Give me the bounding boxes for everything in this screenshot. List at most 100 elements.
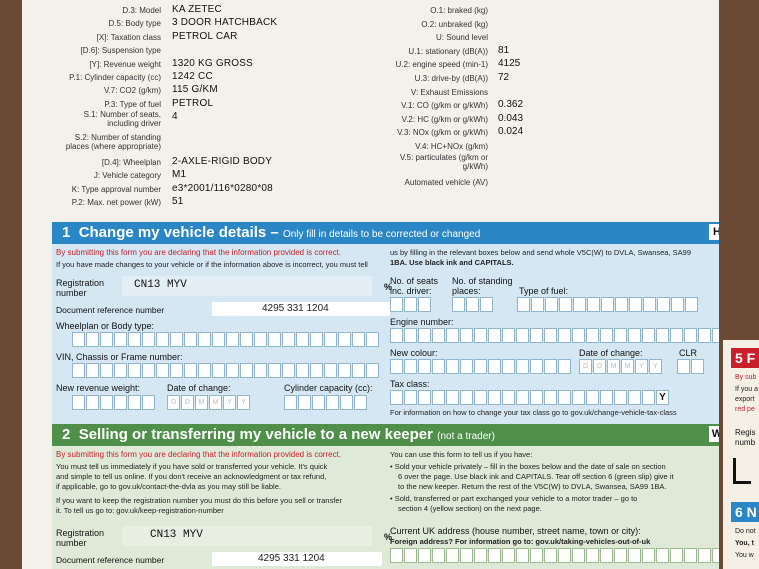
- char-box[interactable]: [452, 297, 465, 312]
- char-box[interactable]: [156, 332, 169, 347]
- char-box[interactable]: M: [209, 395, 222, 410]
- s2-reg-field[interactable]: CN13 MYV: [122, 526, 372, 546]
- char-box[interactable]: [100, 395, 113, 410]
- char-box[interactable]: [418, 548, 431, 563]
- char-box[interactable]: [72, 395, 85, 410]
- char-box[interactable]: [586, 390, 599, 405]
- char-box[interactable]: [324, 332, 337, 347]
- char-box[interactable]: [474, 328, 487, 343]
- char-box[interactable]: Y: [237, 395, 250, 410]
- char-box[interactable]: [600, 328, 613, 343]
- char-box[interactable]: [354, 395, 367, 410]
- char-box[interactable]: [642, 390, 655, 405]
- s1-reg-field[interactable]: CN13 MYV: [122, 276, 372, 296]
- char-box[interactable]: [643, 297, 656, 312]
- char-box[interactable]: [446, 390, 459, 405]
- char-box[interactable]: [268, 363, 281, 378]
- char-box[interactable]: [614, 328, 627, 343]
- char-box[interactable]: [310, 363, 323, 378]
- char-box[interactable]: [142, 395, 155, 410]
- char-box[interactable]: [544, 359, 557, 374]
- char-box[interactable]: [312, 395, 325, 410]
- char-box[interactable]: [558, 548, 571, 563]
- s1-colour-boxes[interactable]: [390, 359, 571, 374]
- char-box[interactable]: [352, 363, 365, 378]
- char-box[interactable]: [326, 395, 339, 410]
- char-box[interactable]: [240, 332, 253, 347]
- char-box[interactable]: [86, 395, 99, 410]
- char-box[interactable]: [530, 390, 543, 405]
- char-box[interactable]: [184, 332, 197, 347]
- char-box[interactable]: [432, 359, 445, 374]
- s1-engine-boxes[interactable]: [390, 328, 719, 343]
- char-box[interactable]: [446, 328, 459, 343]
- char-box[interactable]: [254, 363, 267, 378]
- char-box[interactable]: [712, 328, 719, 343]
- char-box[interactable]: [545, 297, 558, 312]
- char-box[interactable]: [432, 390, 445, 405]
- char-box[interactable]: [530, 548, 543, 563]
- char-box[interactable]: [670, 328, 683, 343]
- char-box[interactable]: [404, 390, 417, 405]
- char-box[interactable]: [474, 359, 487, 374]
- char-box[interactable]: M: [621, 359, 634, 374]
- char-box[interactable]: [656, 328, 669, 343]
- char-box[interactable]: [296, 363, 309, 378]
- char-box[interactable]: [558, 390, 571, 405]
- char-box[interactable]: [418, 328, 431, 343]
- char-box[interactable]: [100, 363, 113, 378]
- char-box[interactable]: [212, 332, 225, 347]
- s1-revenue-boxes[interactable]: [72, 395, 155, 410]
- char-box[interactable]: [530, 328, 543, 343]
- char-box[interactable]: [338, 363, 351, 378]
- char-box[interactable]: Y: [649, 359, 662, 374]
- char-box[interactable]: [240, 363, 253, 378]
- char-box[interactable]: [460, 359, 473, 374]
- char-box[interactable]: [600, 390, 613, 405]
- char-box[interactable]: [502, 548, 515, 563]
- char-box[interactable]: [184, 363, 197, 378]
- char-box[interactable]: D: [181, 395, 194, 410]
- char-box[interactable]: [516, 390, 529, 405]
- char-box[interactable]: [404, 548, 417, 563]
- char-box[interactable]: [100, 332, 113, 347]
- char-box[interactable]: [572, 390, 585, 405]
- char-box[interactable]: [628, 328, 641, 343]
- char-box[interactable]: [390, 390, 403, 405]
- char-box[interactable]: [366, 332, 379, 347]
- char-box[interactable]: [390, 548, 403, 563]
- char-box[interactable]: [128, 332, 141, 347]
- char-box[interactable]: [198, 363, 211, 378]
- char-box[interactable]: [587, 297, 600, 312]
- char-box[interactable]: Y: [223, 395, 236, 410]
- char-box[interactable]: [558, 328, 571, 343]
- char-box[interactable]: [282, 332, 295, 347]
- char-box[interactable]: [212, 363, 225, 378]
- char-box[interactable]: [418, 390, 431, 405]
- char-box[interactable]: [691, 359, 704, 374]
- s2-doc-ref-field[interactable]: 4295 331 1204: [212, 552, 382, 566]
- s2-address-boxes[interactable]: [390, 548, 719, 563]
- char-box[interactable]: [712, 548, 719, 563]
- char-box[interactable]: [684, 328, 697, 343]
- char-box[interactable]: M: [195, 395, 208, 410]
- char-box[interactable]: D: [167, 395, 180, 410]
- char-box[interactable]: [418, 297, 431, 312]
- s1-clr-boxes[interactable]: [677, 359, 704, 374]
- char-box[interactable]: [480, 297, 493, 312]
- char-box[interactable]: [558, 359, 571, 374]
- char-box[interactable]: [488, 359, 501, 374]
- char-box[interactable]: Y: [656, 390, 669, 405]
- char-box[interactable]: [446, 548, 459, 563]
- char-box[interactable]: [544, 548, 557, 563]
- char-box[interactable]: D: [593, 359, 606, 374]
- s1-wheelplan-boxes[interactable]: [72, 332, 379, 347]
- char-box[interactable]: [390, 359, 403, 374]
- char-box[interactable]: [404, 328, 417, 343]
- char-box[interactable]: [170, 332, 183, 347]
- s1-cylinder-boxes[interactable]: [284, 395, 367, 410]
- char-box[interactable]: [502, 390, 515, 405]
- char-box[interactable]: [72, 363, 85, 378]
- char-box[interactable]: [670, 548, 683, 563]
